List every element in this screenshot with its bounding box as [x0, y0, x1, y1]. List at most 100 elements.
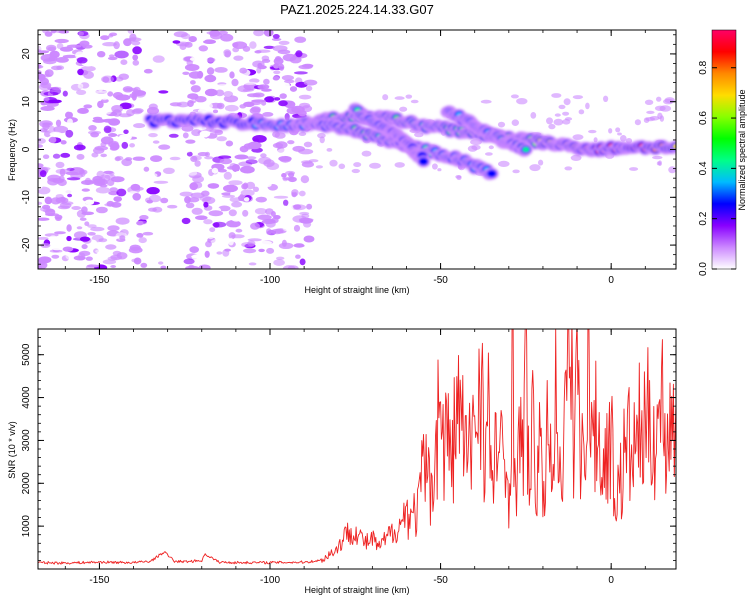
noise-blob — [107, 225, 120, 232]
noise-blob — [654, 105, 666, 112]
noise-blob — [338, 163, 346, 170]
noise-blob — [125, 157, 133, 161]
noise-blob — [152, 55, 165, 63]
noise-blob — [273, 63, 279, 69]
noise-blob — [285, 170, 296, 176]
noise-blob — [299, 258, 306, 266]
noise-blob — [208, 210, 224, 217]
noise-blob — [115, 207, 127, 215]
noise-blob — [127, 37, 142, 42]
noise-blob — [283, 82, 290, 89]
noise-blob — [278, 100, 288, 107]
noise-blob — [620, 135, 627, 142]
noise-blob — [51, 86, 62, 91]
noise-blob — [516, 98, 528, 105]
ridge-core — [522, 147, 530, 152]
noise-blob — [255, 196, 267, 203]
y-tick-label: 5000 — [21, 343, 32, 366]
noise-blob — [353, 162, 362, 168]
noise-blob — [42, 154, 50, 159]
noise-blob — [273, 195, 289, 199]
noise-blob — [249, 107, 261, 115]
ridge-3 — [440, 105, 533, 157]
noise-blob — [218, 30, 228, 35]
noise-blob — [235, 171, 241, 176]
noise-blob — [564, 117, 573, 121]
noise-blob — [270, 148, 276, 154]
noise-blob — [216, 83, 232, 88]
noise-blob — [166, 254, 177, 261]
noise-blob — [204, 250, 210, 258]
snr-x-axis-label: Height of straight line (km) — [304, 585, 409, 595]
noise-blob — [326, 148, 333, 152]
noise-blob — [49, 125, 56, 134]
noise-blob — [40, 106, 55, 111]
noise-blob — [113, 196, 122, 203]
noise-blob — [498, 160, 510, 167]
noise-blob — [303, 235, 315, 243]
noise-blob — [480, 99, 492, 104]
ridge-core — [420, 159, 427, 164]
noise-blob — [194, 160, 201, 167]
noise-blob — [190, 80, 196, 85]
noise-blob — [570, 154, 582, 161]
noise-blob — [266, 228, 272, 235]
noise-blob — [229, 71, 235, 79]
noise-blob — [87, 232, 96, 236]
noise-blob — [188, 264, 195, 269]
noise-blob — [81, 244, 88, 250]
noise-blob — [66, 235, 72, 242]
noise-blob — [143, 166, 150, 172]
noise-blob — [77, 68, 84, 76]
ridge-2 — [348, 102, 431, 168]
noise-blob — [329, 159, 338, 167]
noise-blob — [130, 183, 141, 191]
noise-blob — [83, 104, 93, 109]
noise-blob — [141, 151, 153, 157]
noise-blob — [101, 75, 114, 83]
noise-blob — [530, 112, 537, 119]
noise-blob — [284, 181, 292, 188]
noise-blob — [39, 120, 53, 128]
y-tick-label: 20 — [21, 48, 32, 60]
noise-blob — [44, 196, 53, 205]
noise-blob — [272, 34, 280, 39]
noise-blob — [44, 131, 51, 138]
noise-blob — [652, 155, 663, 160]
noise-blob — [297, 110, 307, 117]
noise-blob — [100, 153, 107, 158]
noise-blob — [298, 217, 310, 222]
noise-blob — [114, 30, 121, 34]
noise-blob — [272, 142, 284, 149]
noise-blob — [510, 94, 519, 99]
noise-blob — [206, 67, 215, 75]
noise-blob — [215, 89, 225, 97]
noise-blob — [558, 104, 566, 110]
x-tick-label: -150 — [89, 575, 109, 586]
noise-blob — [168, 133, 179, 138]
colorbar-tick-label: 0.4 — [698, 161, 709, 175]
noise-blob — [240, 189, 255, 197]
noise-blob — [96, 206, 108, 214]
noise-blob — [67, 193, 73, 198]
noise-blob — [184, 196, 191, 204]
noise-blob — [282, 223, 292, 232]
noise-blob — [554, 113, 561, 117]
ridge-core — [488, 171, 495, 177]
noise-blob — [75, 51, 86, 59]
noise-blob — [229, 150, 237, 157]
noise-blob — [150, 155, 163, 163]
noise-blob — [188, 36, 197, 43]
noise-blob — [278, 242, 294, 249]
noise-blob — [410, 99, 419, 104]
noise-blob — [89, 166, 95, 172]
spectrogram-x-axis-label: Height of straight line (km) — [304, 285, 409, 295]
noise-blob — [129, 244, 141, 251]
noise-blob — [224, 104, 239, 112]
noise-blob — [497, 121, 506, 128]
noise-blob — [169, 156, 181, 161]
noise-blob — [184, 64, 200, 71]
noise-blob — [95, 249, 106, 254]
noise-blob — [203, 201, 209, 208]
noise-blob — [119, 235, 126, 241]
